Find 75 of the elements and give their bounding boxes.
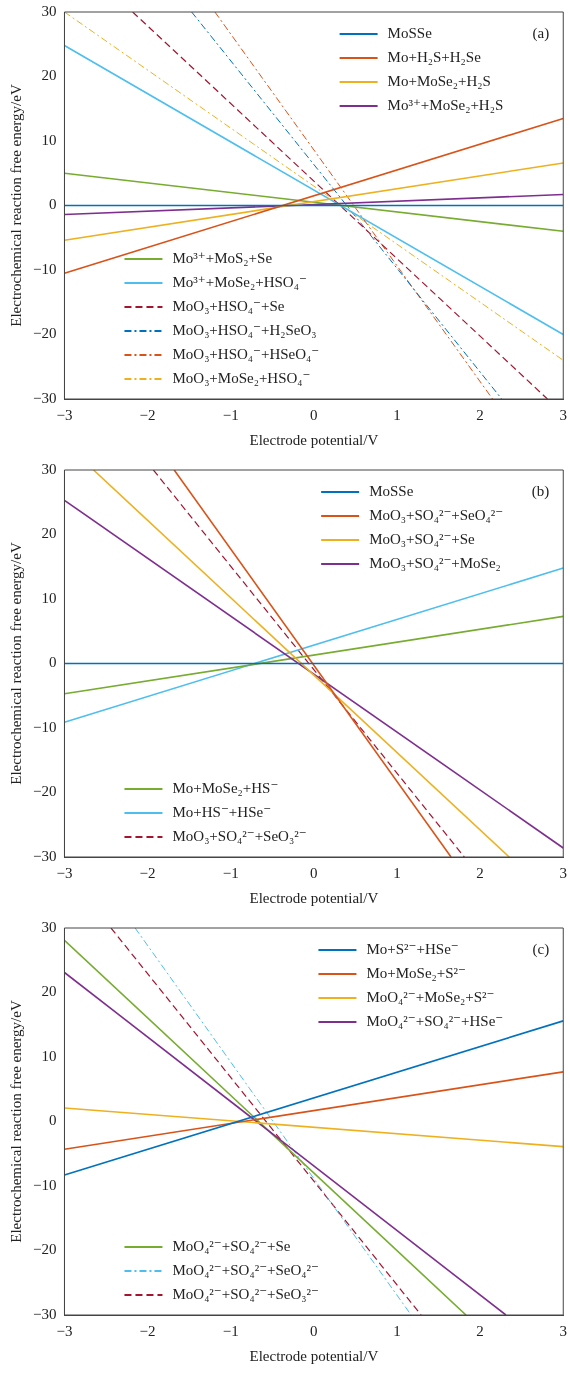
x-tick-label: 3 [559, 864, 567, 881]
legend-label: MoO₃+HSO₄⁻+Se [172, 297, 285, 314]
x-tick-label: 3 [559, 1322, 567, 1339]
y-tick-label: −30 [32, 389, 57, 406]
y-tick-label: −20 [32, 783, 57, 800]
x-tick-label: −2 [139, 1322, 156, 1339]
legend-label: MoO₄²⁻+SO₄²⁻+Se [172, 1237, 291, 1254]
legend-label: MoO₃+SO₄²⁻+MoSe₂ [369, 554, 501, 571]
x-tick-label: −2 [139, 406, 156, 423]
legend-label: Mo+HS⁻+HSe⁻ [172, 803, 272, 820]
x-tick-label: 3 [559, 406, 567, 423]
x-tick-label: 2 [476, 1322, 484, 1339]
annotation: (b) [531, 482, 550, 500]
x-tick-label: −1 [222, 1322, 239, 1339]
y-tick-label: 30 [41, 460, 57, 477]
x-tick-label: −3 [56, 406, 73, 423]
legend-label: Mo+S²⁻+HSe⁻ [366, 940, 459, 957]
legend-label: MoO₄²⁻+MoSe₂+S²⁻ [366, 988, 495, 1005]
legend-label: MoO₃+SO₄²⁻+SeO₄²⁻ [369, 506, 504, 523]
y-axis-title: Electrochemical reaction free energy/eV [7, 1000, 24, 1243]
y-tick-label: −20 [32, 325, 57, 342]
x-tick-label: 2 [476, 406, 484, 423]
legend-label: Mo+MoSe₂+H₂S [387, 72, 491, 89]
annotation: (a) [532, 24, 550, 42]
legend-label: Mo+MoSe₂+S²⁻ [366, 964, 467, 981]
x-tick-label: 0 [310, 406, 318, 423]
x-axis-title: Electrode potential/V [249, 431, 379, 448]
annotation: (c) [532, 940, 550, 958]
x-tick-label: 0 [310, 1322, 318, 1339]
legend-label: MoO₃+HSO₄⁻+HSeO₄⁻ [172, 345, 320, 362]
y-axis-title: Electrochemical reaction free energy/eV [7, 84, 24, 327]
y-tick-label: 0 [48, 196, 57, 213]
x-tick-label: −3 [56, 1322, 73, 1339]
y-tick-label: 20 [41, 67, 57, 84]
y-tick-label: −20 [32, 1241, 57, 1258]
y-tick-label: 0 [48, 1112, 57, 1129]
x-tick-label: 1 [393, 406, 401, 423]
legend-label: MoSSe [387, 24, 433, 41]
y-tick-label: 10 [41, 589, 57, 606]
x-tick-label: 2 [476, 864, 484, 881]
y-tick-label: −10 [32, 718, 57, 735]
x-tick-label: 1 [393, 864, 401, 881]
legend-label: Mo³⁺+MoSe₂+H₂S [387, 96, 504, 113]
legend-label: MoO₄²⁻+SO₄²⁻+HSe⁻ [366, 1012, 504, 1029]
legend-label: Mo³⁺+MoSe₂+HSO₄⁻ [172, 273, 307, 290]
legend-label: MoO₃+SO₄²⁻+Se [369, 530, 476, 547]
y-tick-label: 20 [41, 983, 57, 1000]
x-tick-label: −2 [139, 864, 156, 881]
legend-label: MoO₃+MoSe₂+HSO₄⁻ [172, 369, 311, 386]
y-tick-label: −30 [32, 1305, 57, 1322]
legend-label: Mo+H₂S+H₂Se [387, 48, 482, 65]
legend-label: MoO₄²⁻+SO₄²⁻+SeO₄²⁻ [172, 1261, 319, 1278]
y-tick-label: −10 [32, 260, 57, 277]
legend-label: Mo+MoSe₂+HS⁻ [172, 779, 279, 796]
x-tick-label: −3 [56, 864, 73, 881]
legend-label: Mo³⁺+MoS₂+Se [172, 249, 273, 266]
y-tick-label: 30 [41, 2, 57, 19]
x-tick-label: −1 [222, 406, 239, 423]
y-tick-label: 10 [41, 1047, 57, 1064]
legend-label: MoSSe [369, 482, 414, 499]
legend-label: MoO₄²⁻+SO₄²⁻+SeO₃²⁻ [172, 1285, 319, 1302]
y-tick-label: −10 [32, 1176, 57, 1193]
y-tick-label: −30 [32, 847, 57, 864]
y-tick-label: 30 [41, 918, 57, 935]
x-tick-label: 1 [393, 1322, 401, 1339]
legend-label: MoO₃+SO₄²⁻+SeO₃²⁻ [172, 827, 307, 844]
y-tick-label: 10 [41, 131, 57, 148]
x-axis-title: Electrode potential/V [249, 1347, 379, 1364]
y-tick-label: 0 [48, 654, 57, 671]
y-tick-label: 20 [41, 525, 57, 542]
x-axis-title: Electrode potential/V [249, 889, 379, 906]
legend-label: MoO₃+HSO₄⁻+H₂SeO₃ [172, 321, 317, 338]
x-tick-label: −1 [222, 864, 239, 881]
x-tick-label: 0 [310, 864, 318, 881]
y-axis-title: Electrochemical reaction free energy/eV [7, 542, 24, 785]
